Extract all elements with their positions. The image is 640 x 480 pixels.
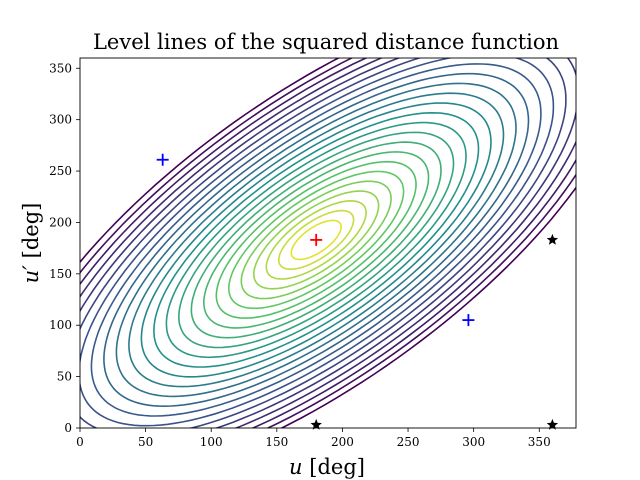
contour-line xyxy=(80,58,567,428)
x-axis-ticks: 0 50 100 150 200 250 300 350 xyxy=(76,428,551,449)
plus-marker xyxy=(462,314,475,327)
plus-marker xyxy=(156,153,169,166)
x-tick-label: 350 xyxy=(528,435,551,449)
x-tick-label: 100 xyxy=(200,435,223,449)
markers-layer xyxy=(156,153,559,430)
star-marker xyxy=(546,233,559,245)
contour-line xyxy=(290,219,342,261)
y-tick-label: 200 xyxy=(49,215,72,229)
y-axis-label-var: u′ xyxy=(19,265,43,284)
x-tick-label: 200 xyxy=(331,435,354,449)
plus-marker xyxy=(310,233,323,246)
contour-lines xyxy=(80,58,576,428)
contour-line xyxy=(240,180,392,300)
y-tick-label: 150 xyxy=(49,267,72,281)
y-axis-label: u′ [deg] xyxy=(19,203,43,284)
contour-line xyxy=(278,209,355,270)
contour-line xyxy=(80,58,576,428)
x-axis-label-var: u xyxy=(289,455,303,479)
contour-line xyxy=(80,58,576,428)
x-tick-label: 150 xyxy=(265,435,288,449)
contour-line xyxy=(190,141,442,339)
x-axis-label: u [deg] xyxy=(289,455,365,479)
x-tick-label: 300 xyxy=(462,435,485,449)
contour-line xyxy=(115,82,517,398)
y-tick-label: 250 xyxy=(49,164,72,178)
contour-line xyxy=(103,72,530,408)
x-tick-label: 50 xyxy=(138,435,153,449)
contour-line xyxy=(80,58,576,428)
contour-line xyxy=(90,63,542,417)
contour-line xyxy=(80,58,555,427)
y-axis-label-unit: [deg] xyxy=(19,203,43,259)
contour-line xyxy=(80,58,576,428)
star-marker xyxy=(546,418,559,430)
contour-line xyxy=(215,160,417,319)
plot-frame xyxy=(79,57,577,429)
contour-line xyxy=(202,151,430,329)
contour-line xyxy=(227,170,405,310)
contour-line xyxy=(253,190,380,290)
chart-title: Level lines of the squared distance func… xyxy=(93,30,559,54)
y-tick-label: 300 xyxy=(49,113,72,127)
contour-line xyxy=(265,199,367,280)
contour-line xyxy=(140,102,492,378)
y-axis-ticks: 0 50 100 150 200 250 300 350 xyxy=(49,61,80,435)
contour-line xyxy=(80,58,576,428)
y-tick-label: 50 xyxy=(57,370,72,384)
contour-line xyxy=(153,111,480,368)
x-tick-label: 0 xyxy=(76,435,84,449)
star-marker xyxy=(310,418,322,430)
y-tick-label: 0 xyxy=(64,421,72,435)
contour-line xyxy=(165,121,467,359)
x-tick-label: 250 xyxy=(397,435,420,449)
contour-line xyxy=(178,131,455,349)
contour-line xyxy=(128,92,505,388)
y-tick-label: 100 xyxy=(49,318,72,332)
y-tick-label: 350 xyxy=(49,61,72,75)
x-axis-label-unit: [deg] xyxy=(309,455,365,479)
